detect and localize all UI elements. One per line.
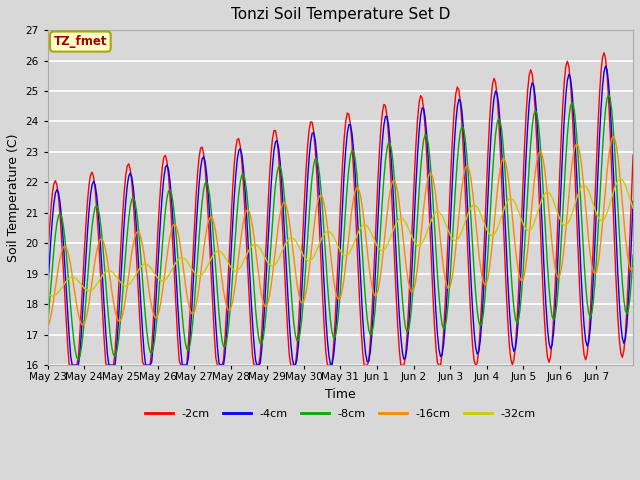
X-axis label: Time: Time: [325, 388, 356, 401]
Legend: -2cm, -4cm, -8cm, -16cm, -32cm: -2cm, -4cm, -8cm, -16cm, -32cm: [140, 405, 540, 423]
Title: Tonzi Soil Temperature Set D: Tonzi Soil Temperature Set D: [231, 7, 450, 22]
Text: TZ_fmet: TZ_fmet: [54, 35, 107, 48]
Y-axis label: Soil Temperature (C): Soil Temperature (C): [7, 133, 20, 262]
